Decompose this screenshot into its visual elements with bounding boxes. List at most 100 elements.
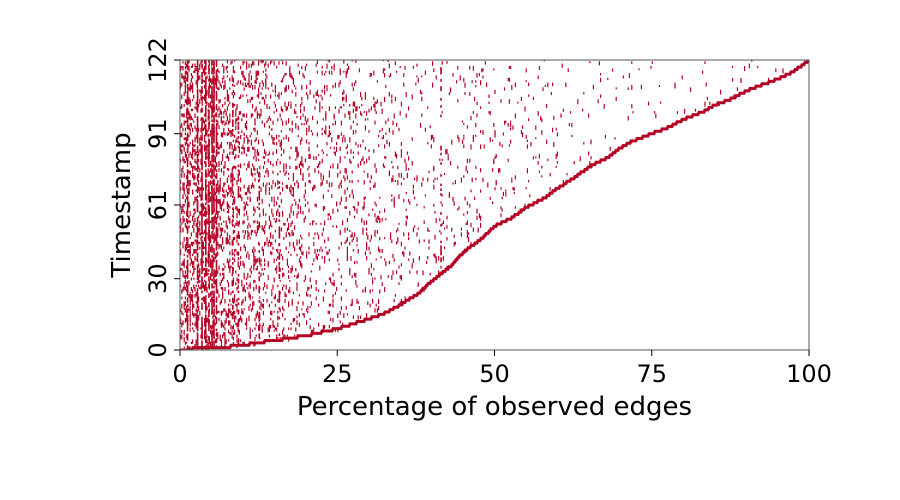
column-mark <box>213 235 215 239</box>
observation-mark <box>210 106 212 109</box>
column-mark <box>258 202 261 206</box>
column-mark <box>213 195 215 199</box>
observation-mark <box>262 96 264 100</box>
observation-mark <box>406 151 408 155</box>
column-mark <box>186 164 189 168</box>
observation-mark <box>187 191 189 196</box>
observation-mark <box>189 294 191 298</box>
observation-mark <box>266 298 268 303</box>
observation-mark <box>195 127 197 132</box>
observation-mark <box>256 220 258 224</box>
observation-mark <box>231 151 233 155</box>
observation-mark <box>243 275 245 280</box>
observation-mark <box>400 277 402 281</box>
column-mark <box>186 205 189 208</box>
observation-mark <box>222 120 224 125</box>
observation-mark <box>322 118 324 121</box>
observation-mark <box>284 298 286 303</box>
observation-mark <box>189 346 191 349</box>
column-mark <box>208 304 210 308</box>
observation-mark <box>324 256 326 261</box>
observation-mark <box>681 75 683 80</box>
observation-mark <box>283 168 285 173</box>
observation-mark <box>264 156 266 159</box>
column-mark <box>211 216 213 220</box>
observation-mark <box>240 194 242 199</box>
column-mark <box>215 228 218 232</box>
observation-mark <box>204 279 206 282</box>
observation-mark <box>274 327 276 331</box>
observation-mark <box>228 191 230 195</box>
observation-mark <box>310 270 312 273</box>
observation-mark <box>297 275 299 279</box>
observation-mark <box>218 310 220 314</box>
column-mark <box>204 181 207 184</box>
observation-mark <box>352 108 354 113</box>
observation-mark <box>247 82 249 85</box>
observation-mark <box>248 222 250 226</box>
observation-mark <box>314 232 316 236</box>
observation-mark <box>384 156 386 159</box>
column-mark <box>204 155 207 158</box>
column-mark <box>232 262 234 265</box>
observation-mark <box>289 289 291 294</box>
observation-mark <box>265 220 267 226</box>
column-mark <box>208 145 210 149</box>
observation-mark <box>231 61 233 64</box>
column-mark <box>278 235 281 239</box>
observation-mark <box>200 146 202 152</box>
column-mark <box>208 181 210 184</box>
observation-mark <box>243 263 245 269</box>
observation-mark <box>277 94 279 97</box>
observation-mark <box>229 218 231 223</box>
column-mark <box>258 314 261 317</box>
column-mark <box>201 250 203 253</box>
column-mark <box>215 112 218 115</box>
column-mark <box>208 69 210 73</box>
observation-mark <box>397 239 399 243</box>
observation-mark <box>296 253 298 257</box>
observation-mark <box>358 68 360 73</box>
column-mark <box>196 169 199 172</box>
observation-mark <box>206 156 208 159</box>
column-mark <box>215 262 218 265</box>
observation-mark <box>225 189 227 193</box>
observation-mark <box>206 144 208 148</box>
observation-mark <box>373 149 375 153</box>
observation-mark <box>223 120 225 123</box>
observation-mark <box>292 175 294 179</box>
observation-mark <box>424 127 426 132</box>
observation-mark <box>476 73 478 78</box>
observation-mark <box>234 298 236 303</box>
observation-mark <box>452 196 454 202</box>
observation-mark <box>346 218 348 222</box>
column-mark <box>186 76 189 80</box>
observation-mark <box>408 232 410 237</box>
column-mark <box>208 93 210 96</box>
observation-mark <box>295 103 297 107</box>
observation-mark <box>277 284 279 288</box>
observation-mark <box>522 125 524 129</box>
observation-mark <box>256 77 258 80</box>
observation-mark <box>476 113 478 118</box>
column-mark <box>237 323 240 327</box>
observation-mark <box>250 63 252 68</box>
observation-mark <box>234 310 236 315</box>
observation-mark <box>265 170 267 174</box>
observation-mark <box>278 139 280 142</box>
observation-mark <box>217 182 219 186</box>
column-mark <box>201 152 203 156</box>
observation-mark <box>291 298 293 304</box>
observation-mark <box>210 196 212 200</box>
observation-mark <box>291 301 293 306</box>
column-mark <box>201 259 203 263</box>
observation-mark <box>264 175 266 178</box>
observation-mark <box>340 132 342 136</box>
observation-mark <box>190 260 192 264</box>
column-mark <box>258 335 261 339</box>
observation-mark <box>432 82 434 88</box>
column-mark <box>211 311 213 315</box>
observation-mark <box>219 215 221 220</box>
observation-mark <box>198 227 200 233</box>
observation-mark <box>500 213 502 218</box>
